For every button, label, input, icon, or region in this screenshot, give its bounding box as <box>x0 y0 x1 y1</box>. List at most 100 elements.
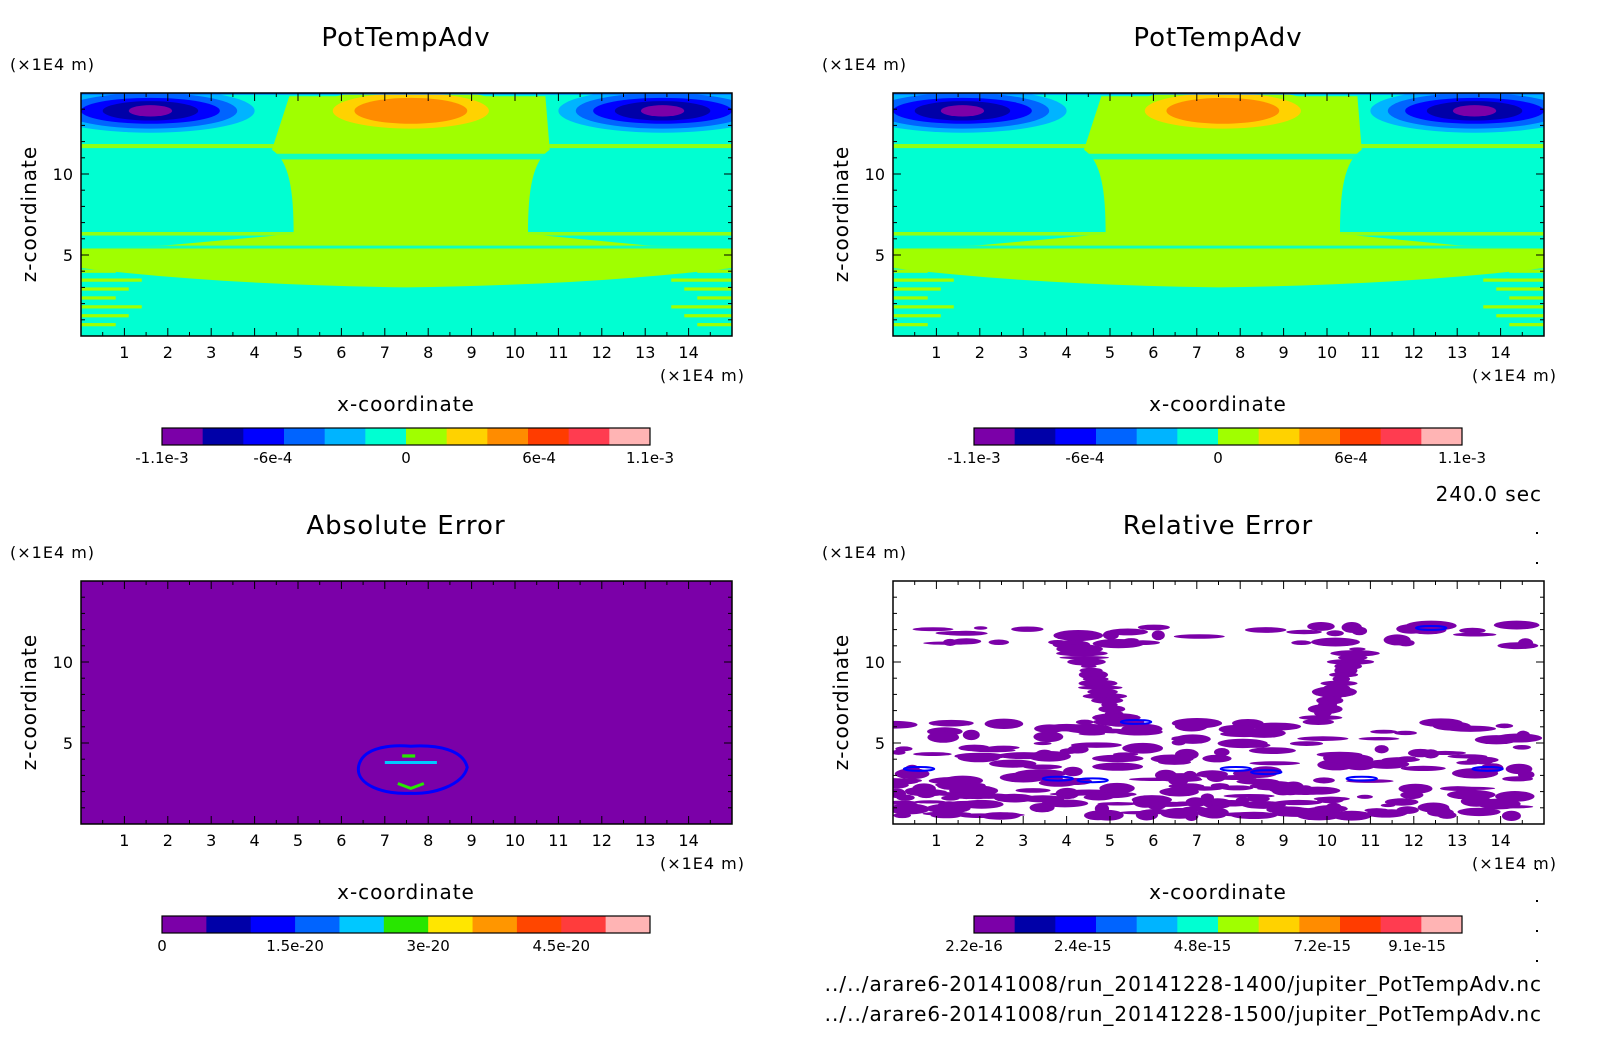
x-tick-label: 8 <box>1235 831 1245 850</box>
x-tick-label: 3 <box>206 831 216 850</box>
y-axis-label: z-coordinate <box>17 146 41 282</box>
colorbar-swatch <box>528 428 570 445</box>
y-tick-label: 5 <box>63 246 73 265</box>
x-tick-label: 11 <box>1360 831 1380 850</box>
colorbar-swatch <box>1177 428 1219 445</box>
colorbar-swatch <box>568 428 610 445</box>
x-axis-label: x-coordinate <box>337 880 475 904</box>
x-tick-label: 6 <box>1148 343 1158 362</box>
colorbar-swatch <box>609 428 651 445</box>
y-tick-label: 5 <box>875 246 885 265</box>
x-unit-label: (×1E4 m) <box>660 854 745 873</box>
colorbar-swatch <box>1299 916 1341 933</box>
x-tick-label: 4 <box>1062 343 1072 362</box>
colorbar-swatch <box>206 916 252 933</box>
colorbar-tick-label: -6e-4 <box>1065 449 1104 467</box>
x-tick-label: 14 <box>1490 831 1510 850</box>
colorbar-tick-label: 0 <box>1213 449 1223 467</box>
frame-marker-dots <box>1536 532 1538 962</box>
colorbar-swatch <box>1380 916 1422 933</box>
colorbar-tick-label: 4.5e-20 <box>532 937 590 955</box>
x-tick-label: 1 <box>931 343 941 362</box>
colorbar-swatch <box>339 916 385 933</box>
colorbar-swatch <box>428 916 474 933</box>
colorbar-swatch <box>1421 428 1463 445</box>
x-tick-label: 5 <box>293 831 303 850</box>
colorbar-tick-label: 0 <box>157 937 167 955</box>
x-axis: 1 2 3 4 5 6 7 8 9 10 11 12 13 14 <box>80 93 733 362</box>
colorbar: 0 1.5e-20 3e-20 4.5e-20 <box>157 915 651 955</box>
colorbar-swatch <box>1055 428 1097 445</box>
colorbar-swatch <box>1340 916 1382 933</box>
colorbar-swatch <box>1299 428 1341 445</box>
y-axis: 5 10 <box>865 92 1544 337</box>
input-file-2: ../../arare6-20141008/run_20141228-1500/… <box>825 1002 1542 1026</box>
x-tick-label: 3 <box>1018 831 1028 850</box>
x-tick-label: 5 <box>1105 343 1115 362</box>
colorbar-tick-label: 6e-4 <box>1334 449 1368 467</box>
x-tick-label: 7 <box>380 343 390 362</box>
y-tick-label: 10 <box>865 165 885 184</box>
x-tick-label: 8 <box>423 831 433 850</box>
x-tick-label: 4 <box>1062 831 1072 850</box>
x-tick-label: 9 <box>467 831 477 850</box>
colorbar-swatch <box>487 428 529 445</box>
colorbar-swatch <box>162 428 204 445</box>
colorbar: -1.1e-3 -6e-4 0 6e-4 1.1e-3 <box>135 427 674 467</box>
y-unit-label: (×1E4 m) <box>10 543 95 562</box>
y-tick-label: 10 <box>53 165 73 184</box>
y-axis-label: z-coordinate <box>829 146 853 282</box>
colorbar-swatch <box>243 428 285 445</box>
colorbar-swatch <box>162 916 207 933</box>
colorbar-tick-label: 0 <box>401 449 411 467</box>
x-unit-label: (×1E4 m) <box>1472 366 1557 385</box>
time-label: 240.0 sec <box>1436 482 1542 506</box>
x-axis-label: x-coordinate <box>1149 392 1287 416</box>
colorbar-swatch <box>295 916 340 933</box>
y-tick-label: 10 <box>865 653 885 672</box>
y-tick-label: 5 <box>875 734 885 753</box>
colorbar-tick-label: -1.1e-3 <box>947 449 1000 467</box>
x-tick-label: 7 <box>1192 343 1202 362</box>
x-tick-label: 2 <box>163 831 173 850</box>
input-file-1: ../../arare6-20141008/run_20141228-1400/… <box>825 972 1542 996</box>
field-potential_temperature_advection <box>893 93 1544 336</box>
x-tick-label: 2 <box>163 343 173 362</box>
x-tick-label: 1 <box>119 831 129 850</box>
colorbar-swatch <box>1380 428 1422 445</box>
colorbar-swatch <box>1055 916 1097 933</box>
y-axis: 5 10 <box>53 580 732 825</box>
x-tick-label: 10 <box>505 831 525 850</box>
x-axis-label: x-coordinate <box>337 392 475 416</box>
colorbar-tick-label: 1.1e-3 <box>1438 449 1486 467</box>
x-tick-label: 10 <box>505 343 525 362</box>
field-relative_error <box>893 581 1544 824</box>
x-unit-label: (×1E4 m) <box>1472 854 1557 873</box>
x-tick-label: 10 <box>1317 831 1337 850</box>
y-axis-label: z-coordinate <box>829 634 853 770</box>
colorbar-tick-label: 9.1e-15 <box>1388 937 1446 955</box>
colorbar-tick-label: -6e-4 <box>253 449 292 467</box>
colorbar-swatch <box>605 916 651 933</box>
colorbar-tick-label: 2.4e-15 <box>1054 937 1112 955</box>
colorbar-swatch <box>1218 428 1260 445</box>
x-tick-label: 7 <box>380 831 390 850</box>
field-potential_temperature_advection <box>81 93 732 336</box>
y-unit-label: (×1E4 m) <box>10 55 95 74</box>
x-tick-label: 2 <box>975 343 985 362</box>
colorbar-swatch <box>1136 428 1178 445</box>
x-tick-label: 12 <box>592 343 612 362</box>
x-tick-label: 12 <box>1404 343 1424 362</box>
x-tick-label: 8 <box>423 343 433 362</box>
y-unit-label: (×1E4 m) <box>822 55 907 74</box>
x-tick-label: 3 <box>1018 343 1028 362</box>
x-tick-label: 14 <box>678 343 698 362</box>
chart-title: Relative Error <box>1123 511 1314 541</box>
x-tick-label: 5 <box>1105 831 1115 850</box>
x-tick-label: 11 <box>1360 343 1380 362</box>
y-tick-label: 10 <box>53 653 73 672</box>
x-tick-label: 6 <box>1148 831 1158 850</box>
